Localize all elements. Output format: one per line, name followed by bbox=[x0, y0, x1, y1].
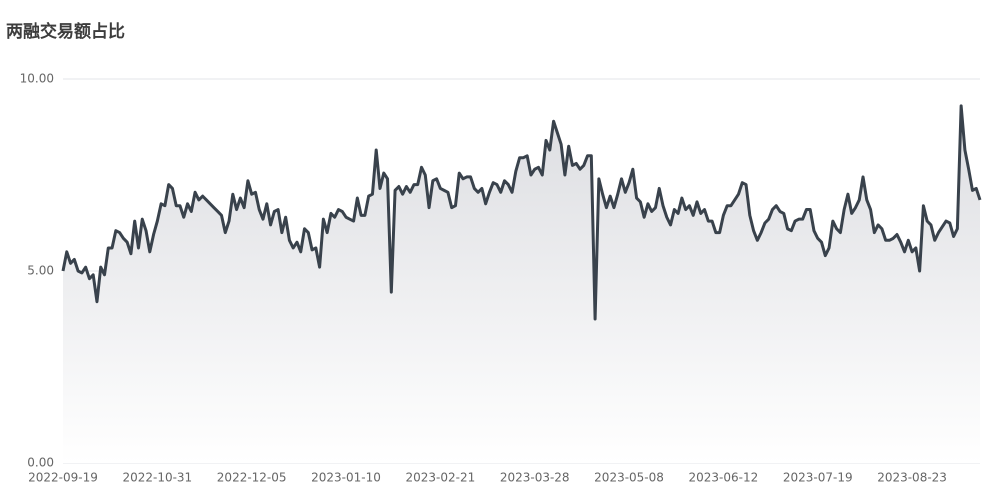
area bbox=[63, 105, 980, 463]
x-tick-label: 2023-01-10 bbox=[311, 471, 381, 485]
chart-title: 两融交易额占比 bbox=[6, 21, 125, 42]
x-tick-label: 2022-12-05 bbox=[217, 471, 287, 485]
y-tick-label: 0.00 bbox=[27, 456, 54, 470]
x-tick-label: 2023-06-12 bbox=[689, 471, 759, 485]
x-tick-label: 2023-03-28 bbox=[500, 471, 570, 485]
x-tick-label: 2023-07-19 bbox=[783, 471, 853, 485]
x-tick-label: 2022-09-19 bbox=[28, 471, 98, 485]
x-tick-label: 2023-02-21 bbox=[405, 471, 475, 485]
y-tick-label: 5.00 bbox=[27, 264, 54, 278]
line bbox=[61, 104, 982, 321]
x-tick-label: 2022-10-31 bbox=[122, 471, 192, 485]
x-tick-label: 2023-05-08 bbox=[594, 471, 664, 485]
y-tick-label: 10.00 bbox=[20, 72, 54, 86]
x-tick-label: 2023-08-23 bbox=[877, 471, 947, 485]
